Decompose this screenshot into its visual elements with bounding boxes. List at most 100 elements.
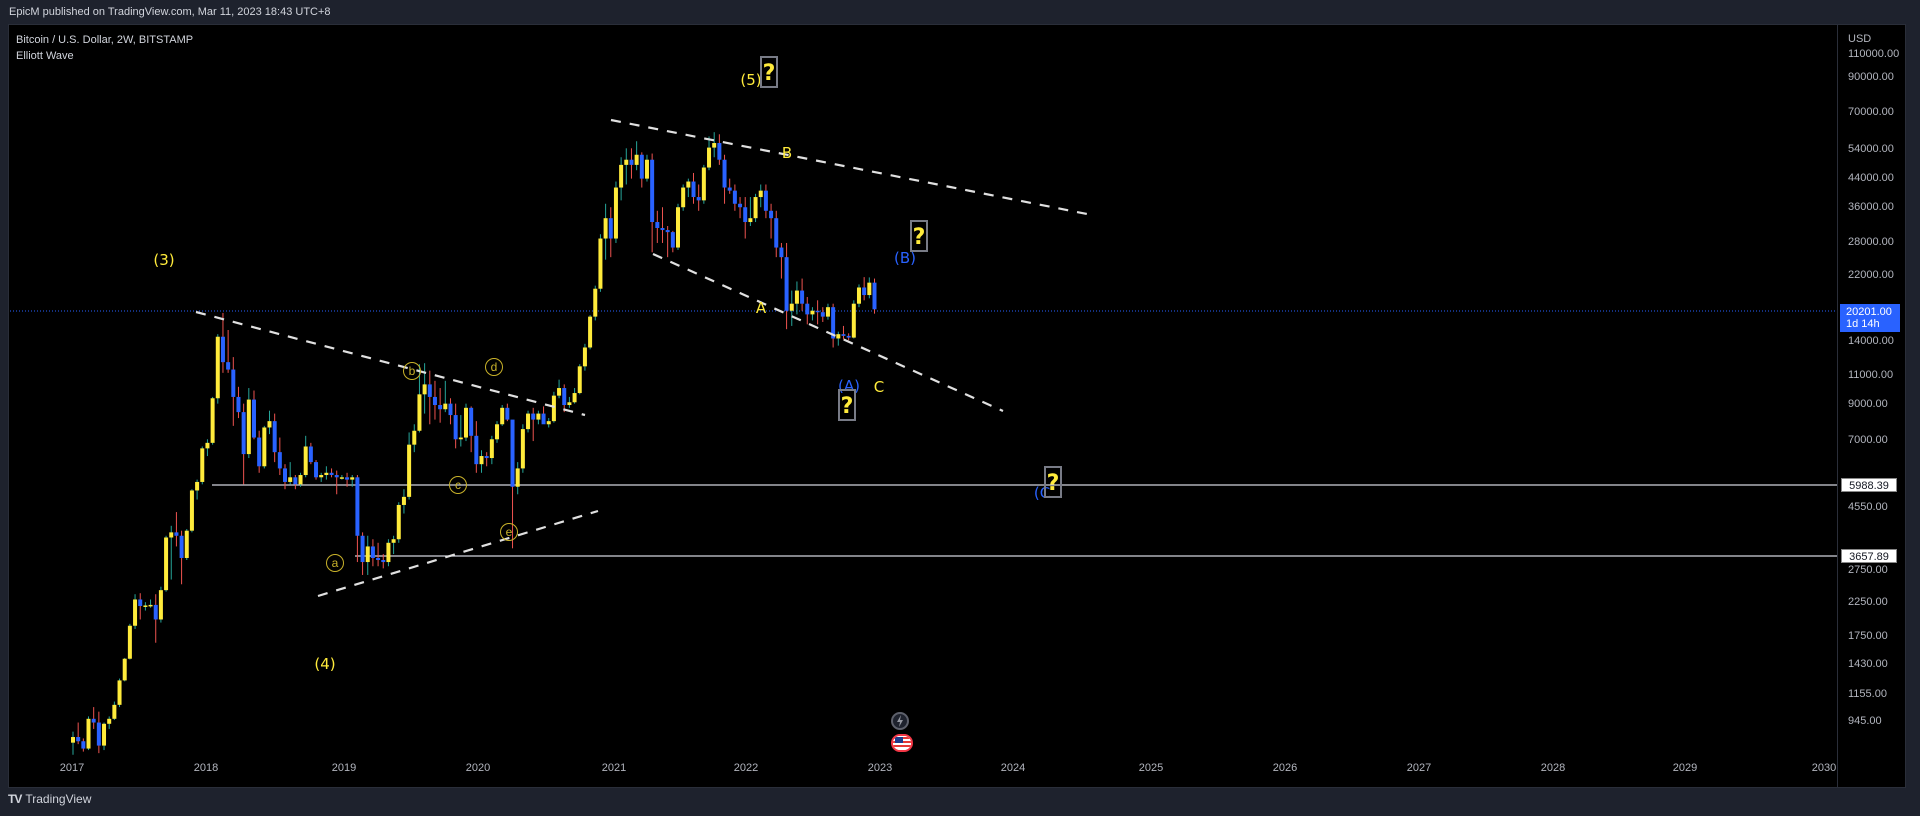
candle-body	[696, 197, 701, 201]
price-tick-label: 36000.00	[1848, 201, 1894, 213]
wave-label[interactable]: (B)	[894, 249, 916, 267]
candle-body	[686, 181, 691, 188]
candle-body	[805, 303, 810, 315]
tradingview-brand[interactable]: TV TradingView	[8, 792, 91, 806]
candle-body	[422, 384, 427, 395]
chart-pane[interactable]	[8, 24, 1906, 788]
candle-body	[360, 535, 365, 563]
candle-body	[567, 402, 572, 406]
question-mark-box[interactable]: ?	[760, 56, 778, 88]
dashed-trendline	[652, 252, 1004, 413]
candle-body	[872, 282, 877, 310]
candle-body	[448, 403, 453, 416]
candle-body	[226, 362, 231, 370]
price-tick-label: 28000.00	[1848, 236, 1894, 248]
candle-body	[650, 159, 655, 223]
candle-body	[205, 442, 210, 449]
us-economic-event-flag-icon[interactable]	[891, 734, 913, 752]
price-tick-label: 110000.00	[1848, 48, 1900, 60]
subwave-circle-label[interactable]: d	[485, 358, 503, 376]
candle-body	[505, 407, 510, 420]
events-lightning-icon[interactable]	[891, 712, 909, 730]
candle-body	[407, 444, 412, 497]
candle-body	[293, 477, 298, 485]
candle-body	[236, 396, 241, 413]
subwave-circle-label[interactable]: c	[449, 476, 467, 494]
wave-label[interactable]: A	[755, 299, 767, 317]
wave-label[interactable]: B	[781, 144, 793, 162]
candle-body	[712, 143, 717, 148]
price-tick-label: 70000.00	[1848, 106, 1894, 118]
price-tick-label: 1430.00	[1848, 658, 1888, 670]
candle-body	[608, 218, 613, 239]
time-tick-label: 2025	[1138, 762, 1164, 774]
dashed-trendline	[610, 118, 1088, 216]
candle-body	[732, 190, 737, 204]
symbol-title[interactable]: Bitcoin / U.S. Dollar, 2W, BITSTAMP	[16, 34, 194, 46]
candle-body	[148, 604, 153, 607]
question-mark-box[interactable]: ?	[910, 220, 928, 252]
candle-body	[334, 475, 339, 478]
candle-body	[515, 468, 520, 487]
candle-body	[164, 537, 169, 591]
time-tick-label: 2017	[59, 762, 85, 774]
candle-body	[489, 439, 494, 459]
candle-body	[660, 228, 665, 231]
candle-body	[701, 167, 706, 201]
candle-body	[536, 413, 541, 420]
time-tick-label: 2030	[1811, 762, 1837, 774]
price-tick-label: 2750.00	[1848, 564, 1888, 576]
chart-legend: Bitcoin / U.S. Dollar, 2W, BITSTAMP Elli…	[16, 32, 193, 64]
candle-body	[562, 388, 567, 406]
candle-body	[815, 310, 820, 313]
candle-body	[458, 437, 463, 440]
wave-label[interactable]: (4)	[314, 655, 336, 673]
indicator-title[interactable]: Elliott Wave	[16, 50, 74, 62]
candle-body	[329, 472, 334, 476]
question-mark-box[interactable]: ?	[838, 389, 856, 421]
candle-body	[391, 539, 396, 543]
candle-body	[784, 257, 789, 311]
candle-body	[453, 415, 458, 440]
candle-body	[122, 658, 127, 681]
candle-body	[370, 546, 375, 558]
price-tick-label: 14000.00	[1848, 335, 1894, 347]
candle-body	[510, 419, 515, 487]
candle-body	[153, 604, 158, 620]
candle-body	[143, 605, 148, 607]
question-mark-box[interactable]: ?	[1044, 466, 1062, 498]
candle-body	[841, 334, 846, 336]
candle-body	[241, 412, 246, 455]
candle-body	[748, 218, 753, 223]
candle-body	[179, 535, 184, 558]
candle-body	[432, 396, 437, 406]
price-tick-label: 11000.00	[1848, 369, 1894, 381]
candle-body	[71, 737, 75, 743]
subwave-circle-label[interactable]: e	[500, 523, 518, 541]
wave-label[interactable]: (3)	[153, 251, 175, 269]
candle-body	[350, 477, 355, 480]
wave-label[interactable]: C	[873, 378, 885, 396]
candle-body	[779, 247, 784, 258]
candle-body	[577, 366, 582, 394]
candle-body	[277, 452, 282, 469]
candle-body	[262, 427, 267, 467]
price-tick-label: 1155.00	[1848, 688, 1887, 700]
candle-body	[91, 718, 96, 723]
candle-body	[251, 399, 256, 438]
candle-body	[675, 207, 680, 248]
candle-body	[769, 210, 774, 219]
candle-body	[743, 207, 748, 223]
candle-body	[376, 557, 381, 561]
candle-body	[107, 718, 112, 724]
price-tick-label: 9000.00	[1848, 398, 1888, 410]
price-tick-label: 44000.00	[1848, 172, 1894, 184]
candle-body	[758, 190, 763, 198]
time-tick-label: 2026	[1272, 762, 1298, 774]
candle-body	[288, 477, 293, 482]
subwave-circle-label[interactable]: a	[326, 554, 344, 572]
subwave-circle-label[interactable]: b	[403, 362, 421, 380]
wave-label[interactable]: (5)	[740, 71, 762, 89]
candle-body	[339, 477, 344, 479]
